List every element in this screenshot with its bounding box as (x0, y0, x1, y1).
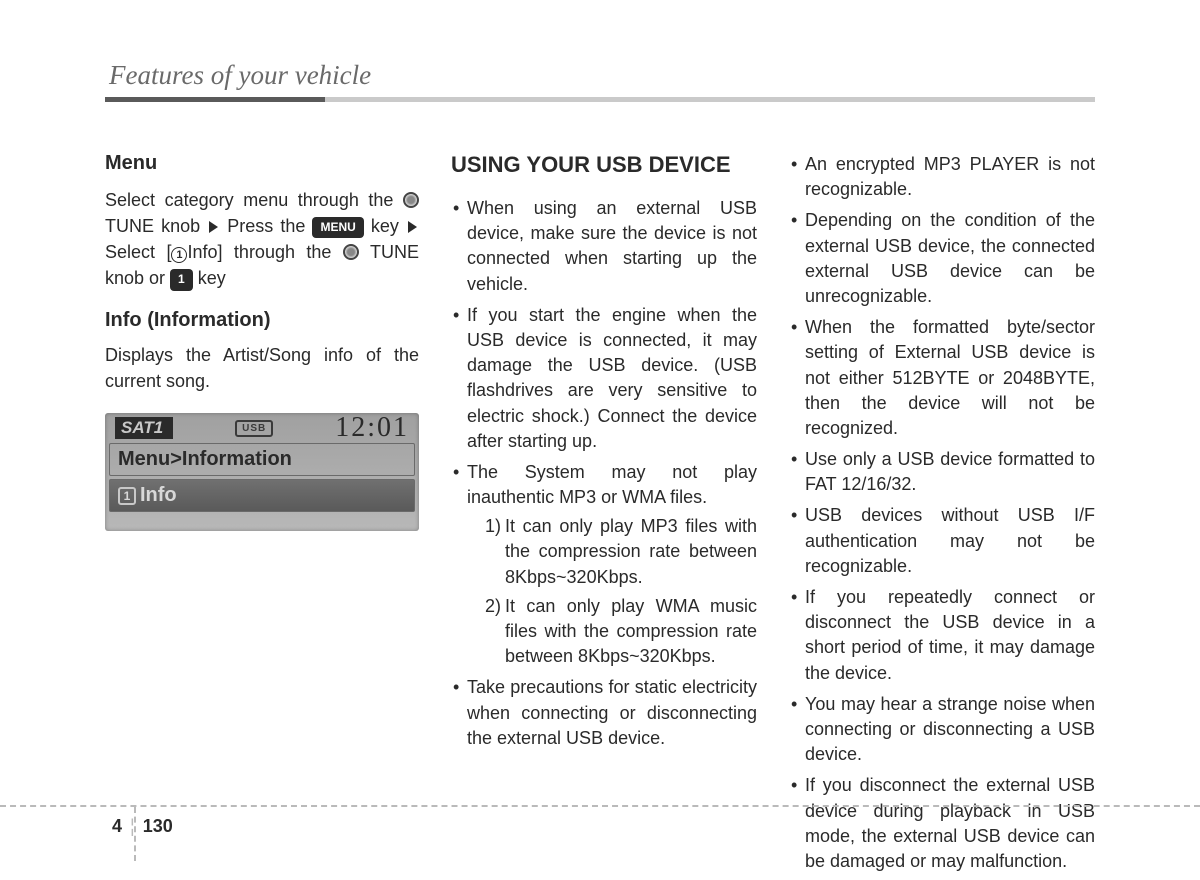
menu-heading: Menu (105, 152, 419, 175)
content-columns: Menu Select category menu through the TU… (105, 152, 1095, 880)
sublist-text: It can only play WMA music files with th… (505, 596, 757, 666)
usb-heading: USING YOUR USB DEVICE (451, 152, 757, 178)
lcd-usb-badge: USB (235, 420, 273, 437)
usb-list-2: An encrypted MP3 PLAYER is not recogniza… (789, 152, 1095, 874)
info-heading: Info (Information) (105, 309, 419, 332)
bullet-item: If you repeatedly connect or disconnect … (789, 585, 1095, 686)
sublist-item: 1)It can only play MP3 files with the co… (485, 514, 757, 590)
column-3: An encrypted MP3 PLAYER is not recogniza… (789, 152, 1095, 880)
lcd-selected-row: 1Info (109, 479, 415, 512)
manual-page: Features of your vehicle Menu Select cat… (0, 0, 1200, 880)
lcd-info-icon: 1 (118, 487, 136, 505)
sublist-text: It can only play MP3 files with the comp… (505, 516, 757, 586)
page-number: 4 ¦ 130 (112, 816, 173, 837)
arrow-right-icon (209, 221, 218, 233)
bullet-item: Use only a USB device formatted to FAT 1… (789, 447, 1095, 497)
lcd-status-bar: SAT1 USB 12:01 (105, 413, 419, 443)
arrow-right-icon-2 (408, 221, 417, 233)
bullet-item: If you disconnect the external USB devic… (789, 773, 1095, 874)
footer-rule (0, 805, 1200, 807)
section-header: Features of your vehicle (105, 60, 1095, 91)
lcd-sat-label: SAT1 (115, 417, 173, 439)
bullet-item: An encrypted MP3 PLAYER is not recogniza… (789, 152, 1095, 202)
column-1: Menu Select category menu through the TU… (105, 152, 419, 880)
lcd-clock: 12:01 (335, 413, 409, 445)
lcd-breadcrumb-row: Menu>Information (109, 443, 415, 476)
select-label: Select [ (105, 242, 171, 262)
lcd-selected-label: Info (140, 484, 177, 506)
page-number-value: 130 (143, 816, 173, 837)
info-label: Info] through the (187, 242, 342, 262)
menu-instructions: Select category menu through the TUNE kn… (105, 187, 419, 291)
menu-text-1: Select category menu through the (105, 190, 403, 210)
page-divider: ¦ (130, 816, 135, 837)
usb-list-1: When using an external USB device, make … (451, 196, 757, 751)
bullet-text: The System may not play inauthentic MP3 … (467, 462, 757, 507)
column-2: USING YOUR USB DEVICE When using an exte… (451, 152, 757, 880)
sublist-item: 2)It can only play WMA music files with … (485, 594, 757, 670)
lcd-screen: SAT1 USB 12:01 Menu>Information 1Info (105, 413, 419, 531)
bullet-item: When the formatted byte/sector setting o… (789, 315, 1095, 441)
circled-one-icon: 1 (171, 247, 187, 263)
tune-knob-icon (403, 192, 419, 208)
key-label-1: key (371, 216, 406, 236)
menu-key-badge: MENU (312, 217, 363, 238)
key-label-2: key (198, 268, 226, 288)
bullet-item: Depending on the condition of the extern… (789, 208, 1095, 309)
bullet-item: The System may not play inauthentic MP3 … (451, 460, 757, 670)
press-the: Press the (227, 216, 312, 236)
bullet-item: Take precautions for static electricity … (451, 675, 757, 751)
bullet-item: You may hear a strange noise when connec… (789, 692, 1095, 768)
numbered-sublist: 1)It can only play MP3 files with the co… (467, 514, 757, 669)
one-key-badge: 1 (170, 269, 193, 290)
bullet-item: When using an external USB device, make … (451, 196, 757, 297)
num-label: 2) (485, 594, 501, 619)
header-rule-light (325, 97, 1095, 102)
bullet-item: USB devices without USB I/F authenticati… (789, 503, 1095, 579)
tune-label: TUNE knob (105, 216, 200, 236)
tune-knob-icon-2 (343, 244, 359, 260)
bullet-item: If you start the engine when the USB dev… (451, 303, 757, 454)
info-description: Displays the Artist/Song info of the cur… (105, 342, 419, 394)
chapter-number: 4 (112, 816, 122, 837)
header-rule-dark (105, 97, 325, 102)
num-label: 1) (485, 514, 501, 539)
header-rule (105, 97, 1095, 102)
